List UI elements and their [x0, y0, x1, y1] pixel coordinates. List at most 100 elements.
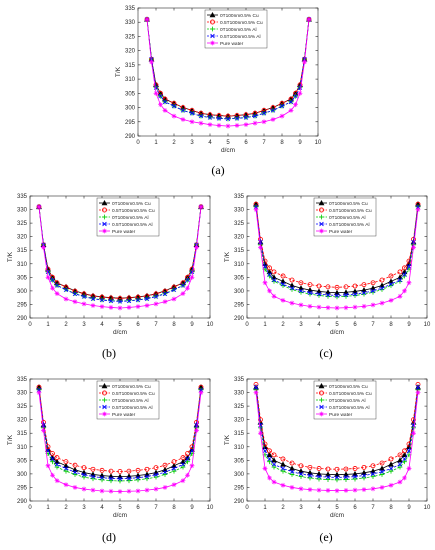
data-point — [207, 122, 213, 128]
y-tick-label: 305 — [17, 275, 28, 281]
data-point — [81, 474, 87, 480]
x-tick-label: 6 — [353, 322, 357, 328]
data-point — [99, 488, 105, 494]
data-point — [258, 430, 263, 436]
data-point — [135, 304, 141, 310]
y-tick-label: 305 — [125, 91, 136, 97]
y-tick-label: 315 — [125, 63, 136, 69]
data-point — [180, 464, 186, 470]
y-tick-label: 310 — [17, 262, 28, 268]
x-tick-label: 3 — [299, 505, 303, 511]
data-point — [352, 476, 358, 482]
data-point — [280, 461, 286, 467]
data-point — [288, 99, 294, 105]
y-tick-label: 300 — [234, 472, 245, 478]
x-tick-label: 10 — [424, 505, 431, 511]
series-5 — [36, 390, 204, 494]
y-tick-label: 315 — [17, 248, 28, 254]
x-tick-label: 3 — [190, 140, 194, 146]
data-point — [388, 456, 394, 462]
data-point — [162, 99, 168, 105]
x-tick-label: 10 — [424, 322, 431, 328]
data-point — [298, 474, 304, 479]
data-point — [180, 478, 186, 484]
data-point — [415, 381, 421, 387]
x-tick-label: 6 — [136, 322, 140, 328]
data-point — [306, 16, 312, 22]
x-tick-label: 7 — [371, 505, 375, 511]
data-point — [298, 486, 304, 492]
data-point — [243, 115, 249, 120]
data-point — [289, 277, 295, 283]
data-point — [271, 464, 277, 470]
x-tick-label: 3 — [82, 322, 86, 328]
x-tick-label: 8 — [172, 505, 176, 511]
data-point — [406, 280, 412, 286]
data-point — [343, 466, 349, 472]
data-point — [153, 90, 159, 96]
data-point — [108, 305, 114, 310]
data-point — [153, 474, 159, 480]
y-tick-label: 295 — [17, 485, 28, 491]
y-tick-label: 290 — [17, 316, 28, 322]
data-point — [415, 207, 421, 212]
data-point — [316, 487, 322, 493]
data-point — [343, 477, 349, 482]
chart-svg-c: 0 1 2 3 4 5 6 7 8 9 10 290 295 300 305 310 315 320 325 330 3… — [224, 194, 431, 336]
data-point — [388, 461, 394, 467]
data-point — [171, 296, 177, 302]
data-point — [334, 488, 340, 494]
x-tick-label: 9 — [190, 505, 194, 511]
x-tick-label: 5 — [118, 322, 122, 328]
x-tick-label: 9 — [190, 322, 194, 328]
y-tick-label: 325 — [17, 221, 28, 227]
x-tick-label: 2 — [64, 322, 68, 328]
data-point — [370, 468, 376, 474]
data-point — [117, 299, 123, 304]
data-point — [402, 265, 407, 271]
data-point — [36, 204, 42, 210]
data-point — [126, 305, 132, 310]
legend-marker — [210, 26, 215, 32]
data-point — [63, 468, 69, 474]
data-point — [270, 117, 276, 122]
data-point — [388, 466, 394, 471]
y-tick-label: 315 — [234, 248, 245, 254]
data-point — [54, 283, 60, 288]
data-point — [90, 466, 96, 472]
data-point — [402, 272, 407, 277]
y-tick-label: 290 — [234, 316, 245, 322]
data-point — [307, 473, 313, 478]
data-point — [194, 245, 199, 250]
data-point — [325, 292, 331, 298]
data-point — [271, 269, 277, 275]
data-point — [108, 298, 114, 304]
x-tick-label: 8 — [172, 322, 176, 328]
data-point — [325, 477, 331, 482]
data-point — [388, 468, 394, 474]
legend-label: 0T100nm0.5% Al — [220, 27, 257, 33]
data-point — [316, 470, 322, 477]
y-tick-label: 320 — [234, 418, 245, 424]
legend-label: 0.5T100nm0.5% Al — [329, 222, 370, 228]
data-point — [234, 116, 240, 121]
data-point — [406, 258, 412, 264]
y-tick-label: 315 — [234, 431, 245, 437]
data-point — [406, 466, 412, 471]
data-point — [180, 283, 186, 288]
data-point — [316, 283, 322, 289]
x-tick-label: 2 — [281, 322, 285, 328]
data-point — [135, 475, 141, 480]
data-point — [271, 277, 277, 283]
data-point — [379, 285, 385, 291]
data-point — [316, 474, 322, 479]
series-2 — [253, 201, 421, 290]
data-point — [361, 282, 367, 288]
data-point — [325, 284, 331, 290]
data-point — [361, 303, 367, 309]
data-point — [253, 381, 259, 387]
x-tick-label: 4 — [317, 505, 321, 511]
data-point — [158, 102, 163, 108]
data-point — [90, 487, 96, 493]
x-tick-label: 10 — [207, 505, 214, 511]
